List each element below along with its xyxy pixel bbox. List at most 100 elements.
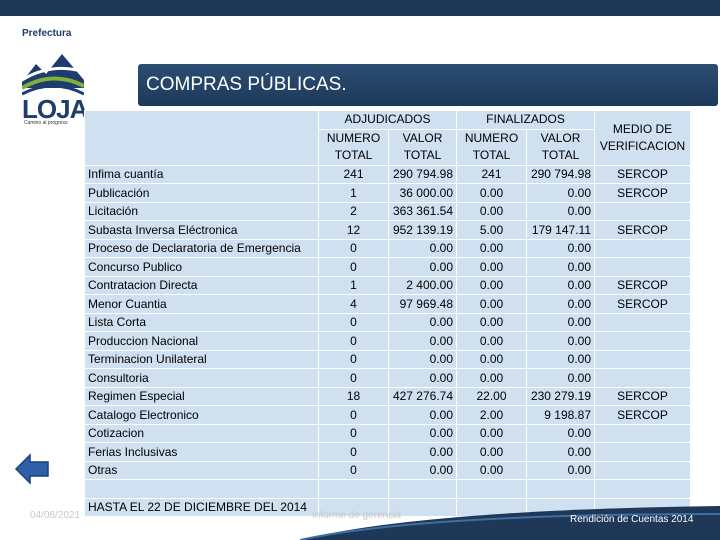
adj-valor-cell: 97 969.48 (388, 294, 457, 314)
medio-cell: SERCOP (594, 294, 691, 314)
blank-cell (388, 479, 457, 499)
footer-rendicion: Rendición de Cuentas 2014 (570, 514, 694, 525)
fin-valor-cell: 0.00 (526, 238, 595, 258)
medio-header-label: MEDIO DE VERIFICACION (599, 121, 686, 153)
header-fin-valor: VALOR TOTAL (526, 128, 595, 166)
fin-valor-cell: 0.00 (526, 460, 595, 480)
adj-valor-cell: 0.00 (388, 349, 457, 369)
adj-valor-cell: 0.00 (388, 312, 457, 332)
adj-numero-cell: 0 (318, 460, 389, 480)
header-empty (84, 110, 319, 166)
medio-cell: SERCOP (594, 183, 691, 203)
fin-numero-cell: 0.00 (456, 442, 527, 462)
fin-numero-cell: 0.00 (456, 201, 527, 221)
adj-valor-cell: 0.00 (388, 257, 457, 277)
adj-valor-cell: 363 361.54 (388, 201, 457, 221)
row-label: Concurso Publico (84, 257, 319, 277)
medio-cell (594, 201, 691, 221)
fin-valor-cell: 0.00 (526, 312, 595, 332)
adj-valor-cell: 0.00 (388, 442, 457, 462)
adj-valor-cell: 290 794.98 (388, 164, 457, 184)
compras-table: ADJUDICADOS FINALIZADOS MEDIO DE VERIFIC… (84, 110, 691, 517)
adj-numero-cell: 12 (318, 220, 389, 240)
title-banner: COMPRAS PÚBLICAS. (138, 64, 718, 106)
adj-numero-cell: 0 (318, 257, 389, 277)
adj-numero-cell: 0 (318, 349, 389, 369)
fin-numero-cell: 241 (456, 164, 527, 184)
medio-cell (594, 368, 691, 388)
adj-numero-cell: 241 (318, 164, 389, 184)
adj-numero-cell: 4 (318, 294, 389, 314)
medio-cell: SERCOP (594, 220, 691, 240)
footer-bar (300, 506, 720, 540)
logo-loja-text: LOJA (22, 94, 88, 124)
adj-valor-cell: 952 139.19 (388, 220, 457, 240)
fin-numero-cell: 0.00 (456, 257, 527, 277)
row-label: Lista Corta (84, 312, 319, 332)
fin-numero-cell: 5.00 (456, 220, 527, 240)
fin-numero-cell: 2.00 (456, 405, 527, 425)
footer-note-empty-cell (388, 497, 457, 517)
fin-numero-cell: 0.00 (456, 331, 527, 351)
medio-cell: SERCOP (594, 386, 691, 406)
adj-numero-cell: 2 (318, 201, 389, 221)
medio-cell: SERCOP (594, 275, 691, 295)
adj-numero-label: NUMERO TOTAL (326, 130, 381, 163)
table-row: Lista Corta 0 0.00 0.00 0.00 (84, 312, 691, 332)
logo-slogan: Camino al progreso (24, 120, 68, 126)
row-label: Consultoria (84, 368, 319, 388)
table-row: Infima cuantía 241 290 794.98 241 290 794.98… (84, 164, 691, 184)
adj-numero-cell: 0 (318, 442, 389, 462)
page-title: COMPRAS PÚBLICAS. (146, 74, 347, 95)
fin-valor-cell: 290 794.98 (526, 164, 595, 184)
table-row: Cotizacion 0 0.00 0.00 0.00 (84, 423, 691, 443)
fin-numero-cell: 0.00 (456, 460, 527, 480)
row-label: Otras (84, 460, 319, 480)
medio-cell (594, 238, 691, 258)
fin-numero-cell: 0.00 (456, 368, 527, 388)
medio-cell (594, 423, 691, 443)
medio-cell: SERCOP (594, 164, 691, 184)
row-label: Terminacion Unilateral (84, 349, 319, 369)
fin-numero-cell: 0.00 (456, 238, 527, 258)
header-medio-verificacion: MEDIO DE VERIFICACION (594, 110, 691, 166)
logo-top-text: Prefectura (22, 28, 72, 39)
adj-valor-label: VALOR TOTAL (402, 130, 443, 163)
adj-numero-cell: 18 (318, 386, 389, 406)
row-label: Licitación (84, 201, 319, 221)
medio-cell (594, 331, 691, 351)
table-row: Licitación 2 363 361.54 0.00 0.00 (84, 201, 691, 221)
table-row: Catalogo Electronico 0 0.00 2.00 9 198.87 SER… (84, 405, 691, 425)
adj-valor-cell: 0.00 (388, 405, 457, 425)
blank-row (84, 479, 691, 499)
header-row-groups: ADJUDICADOS FINALIZADOS MEDIO DE VERIFIC… (84, 110, 691, 166)
adj-valor-cell: 0.00 (388, 460, 457, 480)
adj-numero-cell: 0 (318, 312, 389, 332)
medio-cell (594, 442, 691, 462)
fin-valor-cell: 0.00 (526, 275, 595, 295)
blank-cell (456, 479, 527, 499)
header-adj-numero: NUMERO TOTAL (318, 128, 389, 166)
back-arrow-icon[interactable] (14, 452, 50, 486)
table-row: Subasta Inversa Eléctronica 12 952 139.19 5… (84, 220, 691, 240)
row-label: Contratacion Directa (84, 275, 319, 295)
row-label: Infima cuantía (84, 164, 319, 184)
blank-cell (526, 479, 595, 499)
medio-cell (594, 349, 691, 369)
fin-valor-cell: 0.00 (526, 423, 595, 443)
table-row: Ferias Inclusivas 0 0.00 0.00 0.00 (84, 442, 691, 462)
medio-cell: SERCOP (594, 405, 691, 425)
adj-valor-cell: 36 000.00 (388, 183, 457, 203)
table-row: Otras 0 0.00 0.00 0.00 (84, 460, 691, 480)
fin-valor-cell: 0.00 (526, 201, 595, 221)
table-row: Menor Cuantia 4 97 969.48 0.00 0.00 SERCOP (84, 294, 691, 314)
adj-valor-cell: 427 276.74 (388, 386, 457, 406)
row-label: Proceso de Declaratoria de Emergencia (84, 238, 319, 258)
fin-numero-cell: 0.00 (456, 275, 527, 295)
table-row: Regimen Especial 18 427 276.74 22.00 230 279… (84, 386, 691, 406)
medio-cell (594, 257, 691, 277)
row-label: Regimen Especial (84, 386, 319, 406)
adj-numero-cell: 0 (318, 238, 389, 258)
fin-valor-label: VALOR TOTAL (540, 130, 581, 163)
adj-numero-cell: 1 (318, 183, 389, 203)
